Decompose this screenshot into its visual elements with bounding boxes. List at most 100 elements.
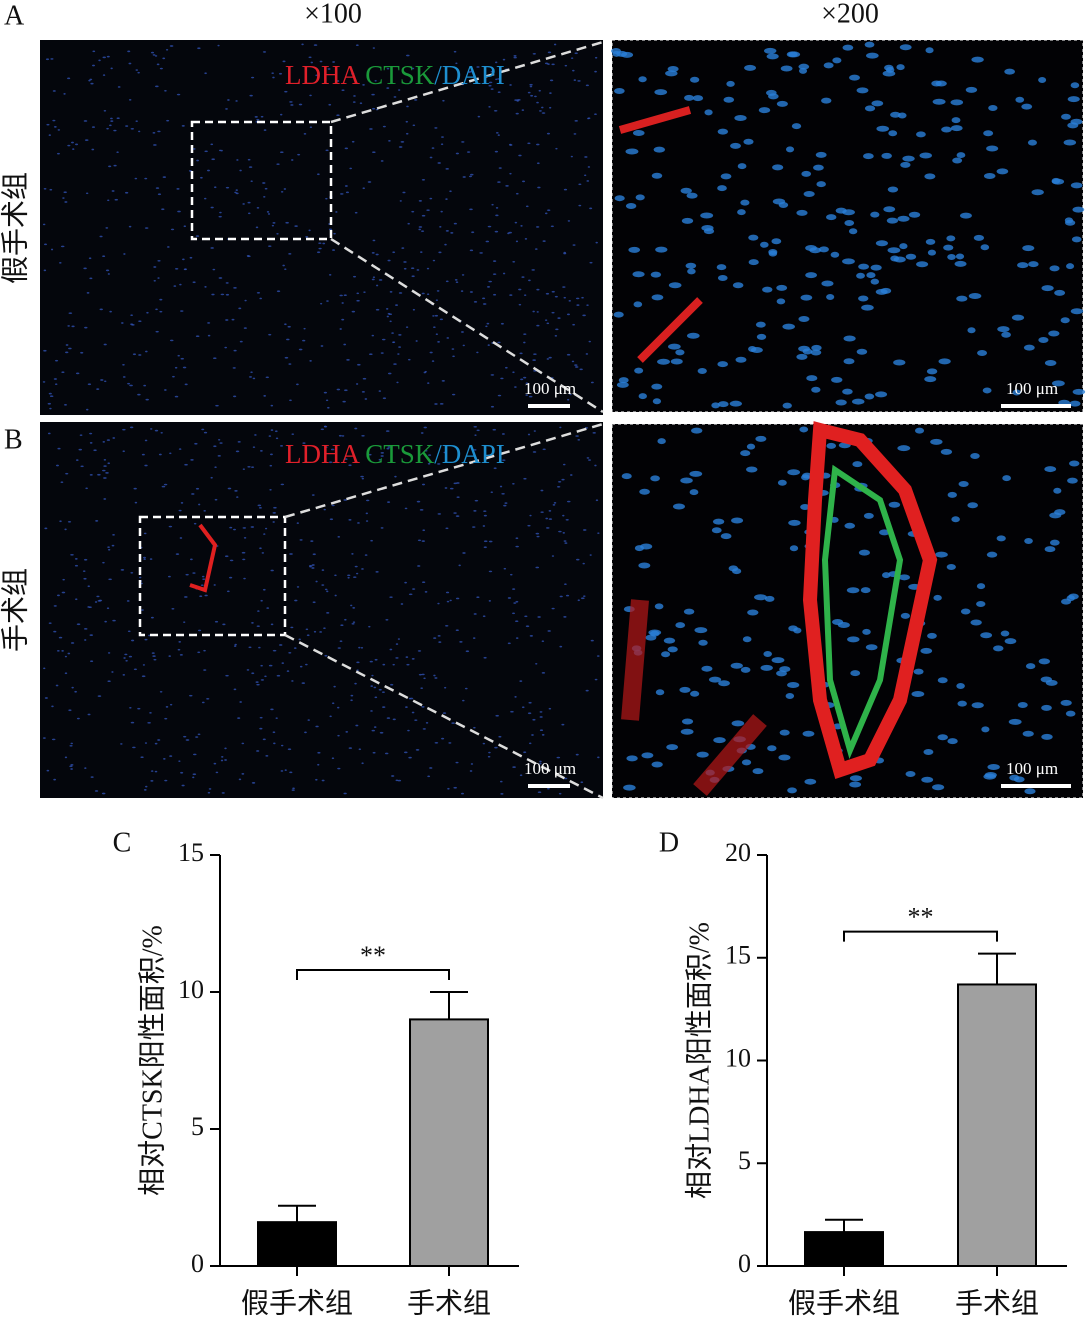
nucleus xyxy=(331,757,335,760)
nucleus xyxy=(441,380,445,382)
nucleus xyxy=(438,641,442,643)
nucleus xyxy=(445,198,448,200)
nucleus xyxy=(63,191,67,194)
nucleus xyxy=(263,129,267,131)
nucleus xyxy=(574,52,578,55)
nucleus xyxy=(132,353,137,356)
nucleus xyxy=(455,152,459,155)
image-a-200 xyxy=(611,39,1084,413)
nucleus xyxy=(477,115,481,118)
nucleus xyxy=(1015,96,1025,103)
nucleus xyxy=(858,263,870,270)
nucleus xyxy=(389,648,393,651)
nucleus xyxy=(49,188,53,191)
nucleus xyxy=(837,621,850,628)
nucleus xyxy=(501,492,505,495)
nucleus xyxy=(569,393,572,396)
nucleus xyxy=(547,51,552,54)
nucleus xyxy=(194,442,198,445)
nucleus xyxy=(1070,118,1083,125)
nucleus xyxy=(492,260,497,262)
nucleus xyxy=(54,359,59,362)
nucleus xyxy=(512,588,516,590)
nucleus xyxy=(528,279,531,282)
nucleus xyxy=(628,246,641,253)
nucleus xyxy=(154,770,158,773)
nucleus xyxy=(549,92,552,94)
nucleus xyxy=(247,212,251,215)
nucleus xyxy=(74,564,79,567)
nucleus xyxy=(44,697,48,699)
nucleus xyxy=(151,652,155,654)
nucleus xyxy=(275,437,279,440)
nucleus xyxy=(863,153,874,160)
nucleus xyxy=(499,485,503,488)
nucleus xyxy=(472,449,477,451)
nucleus xyxy=(579,368,583,371)
nucleus xyxy=(68,312,73,315)
nucleus xyxy=(423,426,427,429)
nucleus xyxy=(386,315,389,318)
nucleus xyxy=(455,761,459,764)
nucleus xyxy=(472,637,476,639)
nucleus xyxy=(810,349,822,356)
nucleus xyxy=(499,780,503,783)
nucleus xyxy=(844,220,855,227)
nucleus xyxy=(1072,206,1085,213)
nucleus xyxy=(572,69,575,72)
nucleus xyxy=(529,514,532,517)
nucleus xyxy=(103,465,107,467)
nucleus xyxy=(192,281,196,284)
nucleus xyxy=(395,643,399,645)
nucleus xyxy=(235,189,238,191)
nucleus xyxy=(89,78,93,81)
significance-label: ** xyxy=(360,941,386,970)
nucleus xyxy=(967,502,978,509)
nucleus xyxy=(368,625,371,628)
nucleus xyxy=(387,372,392,375)
nucleus xyxy=(1053,487,1062,494)
nucleus xyxy=(422,728,426,730)
nucleus xyxy=(329,715,332,718)
nucleus xyxy=(288,252,292,255)
nucleus xyxy=(925,238,936,245)
nucleus xyxy=(95,520,99,522)
nucleus xyxy=(473,425,478,428)
nucleus xyxy=(1072,388,1086,395)
nucleus xyxy=(369,128,373,130)
nucleus xyxy=(473,726,476,729)
nucleus xyxy=(431,360,435,362)
nucleus xyxy=(555,147,558,150)
nucleus xyxy=(128,225,132,228)
nucleus xyxy=(163,389,167,391)
nucleus xyxy=(514,99,518,101)
stain-feature xyxy=(821,464,904,759)
nucleus xyxy=(147,721,151,724)
nucleus xyxy=(341,302,344,304)
nucleus xyxy=(458,564,461,567)
nucleus xyxy=(207,791,211,794)
nucleus xyxy=(325,399,329,402)
nucleus xyxy=(856,272,865,279)
nucleus xyxy=(201,428,205,431)
nucleus xyxy=(870,278,880,285)
nucleus xyxy=(536,162,540,165)
nucleus xyxy=(680,728,694,735)
nucleus xyxy=(433,326,436,329)
nucleus xyxy=(184,268,187,271)
nucleus xyxy=(124,191,129,194)
nucleus xyxy=(92,50,96,53)
nucleus xyxy=(1070,82,1080,89)
nucleus xyxy=(976,583,986,590)
nucleus xyxy=(48,392,52,395)
nucleus xyxy=(263,195,266,198)
nucleus xyxy=(848,228,858,235)
nucleus xyxy=(259,727,263,730)
nucleus xyxy=(381,338,386,341)
nucleus xyxy=(321,779,325,782)
nucleus xyxy=(351,140,355,143)
nucleus xyxy=(796,209,808,216)
nucleus xyxy=(780,65,793,72)
nucleus xyxy=(197,733,201,736)
nucleus xyxy=(576,304,580,306)
